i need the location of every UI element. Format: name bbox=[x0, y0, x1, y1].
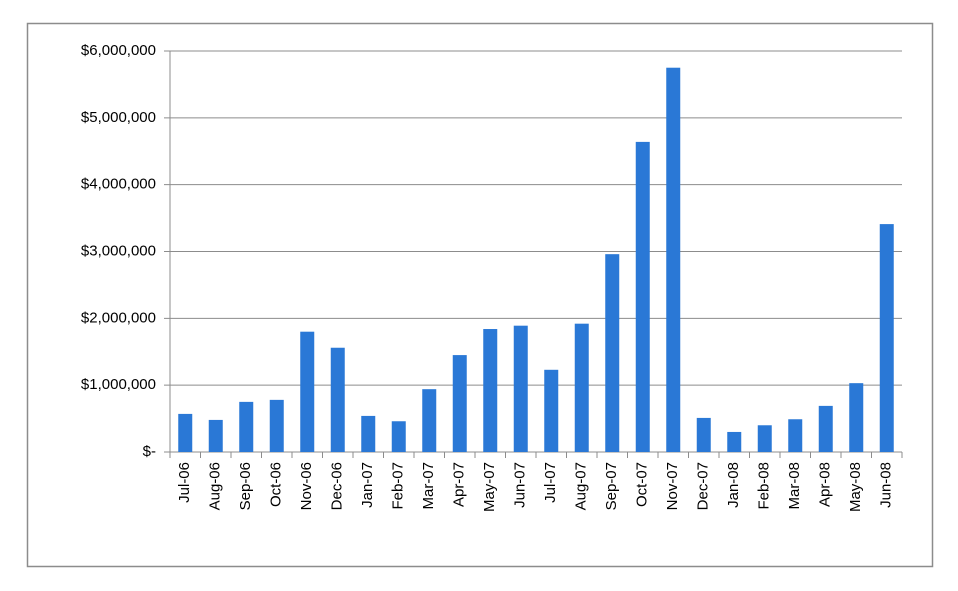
y-tick-label: $2,000,000 bbox=[81, 309, 156, 326]
bar bbox=[361, 415, 376, 452]
y-tick-label: $- bbox=[143, 443, 156, 460]
x-tick-label: Dec-06 bbox=[329, 462, 346, 510]
y-tick-label: $3,000,000 bbox=[81, 242, 156, 259]
bar bbox=[605, 254, 620, 452]
bar bbox=[879, 224, 894, 452]
x-tick-label: Dec-07 bbox=[695, 462, 712, 510]
x-tick-label: Mar-07 bbox=[420, 462, 437, 510]
bar bbox=[422, 389, 437, 452]
chart-border bbox=[26, 22, 934, 568]
x-tick-label: Jan-08 bbox=[725, 462, 742, 508]
x-tick-label: Aug-06 bbox=[207, 462, 224, 510]
bar bbox=[666, 67, 681, 452]
bar bbox=[391, 421, 406, 452]
x-tick-label: Nov-07 bbox=[664, 462, 681, 510]
x-tick-label: Feb-07 bbox=[390, 462, 407, 510]
x-tick-label: Oct-07 bbox=[634, 462, 651, 507]
bar bbox=[513, 325, 528, 452]
bar bbox=[757, 425, 772, 452]
x-tick-label: Feb-08 bbox=[756, 462, 773, 510]
bar bbox=[239, 401, 254, 452]
bar bbox=[178, 413, 193, 452]
bar bbox=[788, 419, 803, 452]
x-tick-label: Jul-07 bbox=[542, 462, 559, 503]
y-tick-label: $1,000,000 bbox=[81, 376, 156, 393]
x-tick-label: Jun-07 bbox=[512, 462, 529, 508]
x-tick-label: Nov-06 bbox=[298, 462, 315, 510]
x-tick-label: Sep-06 bbox=[237, 462, 254, 510]
bar bbox=[574, 323, 589, 452]
bar bbox=[544, 369, 559, 452]
x-tick-label: May-07 bbox=[481, 462, 498, 512]
bar bbox=[635, 141, 650, 453]
y-tick-label: $5,000,000 bbox=[81, 109, 156, 126]
x-tick-label: Mar-08 bbox=[786, 462, 803, 510]
bar bbox=[483, 329, 498, 452]
bar bbox=[696, 417, 711, 452]
x-tick-label: Jan-07 bbox=[359, 462, 376, 508]
x-tick-label: Sep-07 bbox=[603, 462, 620, 510]
x-tick-label: Jun-08 bbox=[878, 462, 895, 508]
bar bbox=[452, 355, 467, 452]
y-tick-label: $4,000,000 bbox=[81, 176, 156, 193]
bar bbox=[300, 331, 315, 452]
bar bbox=[818, 405, 833, 452]
x-tick-label: Aug-07 bbox=[573, 462, 590, 510]
x-tick-label: Oct-06 bbox=[268, 462, 285, 507]
bar bbox=[727, 431, 742, 452]
x-tick-label: Apr-07 bbox=[451, 462, 468, 507]
x-tick-label: Apr-08 bbox=[817, 462, 834, 507]
x-tick-label: Jul-06 bbox=[176, 462, 193, 503]
bar bbox=[849, 383, 864, 452]
bar bbox=[330, 347, 345, 452]
bar bbox=[208, 419, 223, 452]
x-tick-label: May-08 bbox=[847, 462, 864, 512]
bar bbox=[269, 399, 284, 452]
y-tick-label: $6,000,000 bbox=[81, 42, 156, 59]
